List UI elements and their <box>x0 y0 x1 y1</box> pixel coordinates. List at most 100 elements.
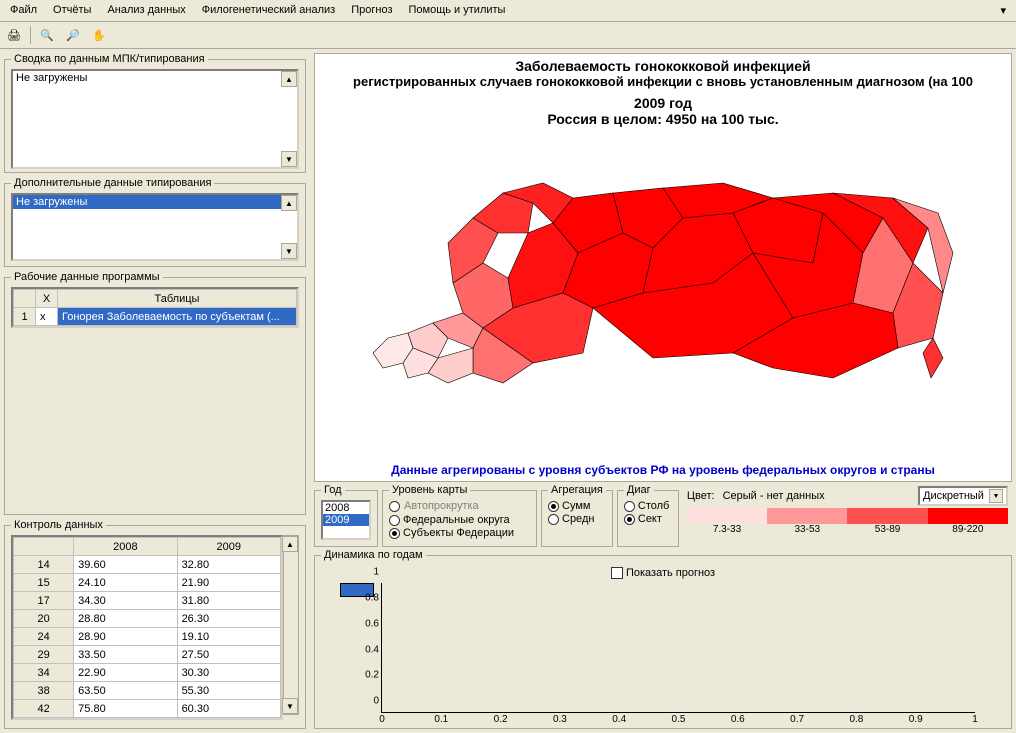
data-cell[interactable]: 22.90 <box>74 664 177 682</box>
data-cell[interactable]: 33.50 <box>74 646 177 664</box>
scroll-down-icon[interactable]: ▼ <box>281 243 297 259</box>
year-list[interactable]: 2008 2009 <box>321 500 371 540</box>
data-cell[interactable]: 19.10 <box>177 628 280 646</box>
toolbar: 🖨 🔍 🔎 ✋ <box>0 22 1016 49</box>
scrollbar[interactable]: ▲ ▼ <box>283 535 299 715</box>
data-col[interactable]: 2008 <box>74 538 177 556</box>
data-row-hdr[interactable]: 20 <box>14 610 74 628</box>
zoom-in-icon[interactable]: 🔍 <box>37 25 57 45</box>
label-pie: Сект <box>638 513 662 525</box>
typing-listbox[interactable]: Не загружены ▲ ▼ <box>11 193 299 261</box>
data-row-hdr[interactable]: 15 <box>14 574 74 592</box>
map-title-2: регистрированных случаев гонококковой ин… <box>319 74 1007 89</box>
print-icon[interactable]: 🖨 <box>4 25 24 45</box>
forecast-checkbox[interactable] <box>611 567 623 579</box>
dynamics-chart[interactable]: 00.20.40.60.81 00.10.20.30.40.50.60.70.8… <box>381 583 975 713</box>
data-col[interactable]: 2009 <box>177 538 280 556</box>
menu-forecast[interactable]: Прогноз <box>345 2 398 19</box>
scroll-down-icon[interactable]: ▼ <box>281 151 297 167</box>
data-cell[interactable]: 24.10 <box>74 574 177 592</box>
color-scale <box>687 508 1008 524</box>
xtick: 0 <box>379 712 385 725</box>
typing-item[interactable]: Не загружены <box>13 195 297 209</box>
year-2008[interactable]: 2008 <box>323 502 369 514</box>
work-col-tables[interactable]: Таблицы <box>58 290 297 308</box>
data-cell[interactable]: 55.30 <box>177 682 280 700</box>
data-row-hdr[interactable]: 42 <box>14 700 74 718</box>
data-col[interactable] <box>14 538 74 556</box>
menu-chevron-icon[interactable]: ▾ <box>994 2 1012 19</box>
zoom-out-icon[interactable]: 🔎 <box>63 25 83 45</box>
map-year: 2009 год <box>319 95 1007 111</box>
work-col-x[interactable]: X <box>36 290 58 308</box>
menu-phylo[interactable]: Филогенетический анализ <box>196 2 342 19</box>
data-cell[interactable]: 32.80 <box>177 556 280 574</box>
scale-swatch <box>687 508 767 524</box>
menu-file[interactable]: Файл <box>4 2 43 19</box>
hand-icon[interactable]: ✋ <box>89 25 109 45</box>
data-cell[interactable]: 21.90 <box>177 574 280 592</box>
russia-map[interactable] <box>353 163 973 423</box>
menubar: Файл Отчёты Анализ данных Филогенетическ… <box>0 0 1016 22</box>
diag-label: Диаг <box>624 484 654 496</box>
label-federal: Федеральные округа <box>403 514 510 526</box>
scroll-up-icon[interactable]: ▲ <box>281 71 297 87</box>
maplevel-label: Уровень карты <box>389 484 470 496</box>
work-row-x[interactable]: x <box>36 308 58 326</box>
label-sum: Сумм <box>562 500 590 512</box>
radio-sum[interactable] <box>548 501 559 512</box>
menu-reports[interactable]: Отчёты <box>47 2 97 19</box>
scroll-down-icon[interactable]: ▼ <box>282 698 298 714</box>
data-cell[interactable]: 30.30 <box>177 664 280 682</box>
color-label: Цвет: <box>687 490 715 502</box>
data-grid[interactable]: 200820091439.6032.801524.1021.901734.303… <box>11 535 283 720</box>
scroll-up-icon[interactable]: ▲ <box>281 195 297 211</box>
data-cell[interactable]: 31.80 <box>177 592 280 610</box>
work-row-name[interactable]: Гонорея Заболеваемость по субъектам (... <box>58 308 297 326</box>
data-cell[interactable]: 28.90 <box>74 628 177 646</box>
xtick: 0.4 <box>612 712 626 725</box>
data-row-hdr[interactable]: 34 <box>14 664 74 682</box>
ytick: 0.4 <box>365 644 382 655</box>
year-2009[interactable]: 2009 <box>323 514 369 526</box>
data-row-hdr[interactable]: 38 <box>14 682 74 700</box>
radio-subjects[interactable] <box>389 528 400 539</box>
data-row-hdr[interactable]: 29 <box>14 646 74 664</box>
menu-analysis[interactable]: Анализ данных <box>101 2 191 19</box>
data-cell[interactable]: 27.50 <box>177 646 280 664</box>
mpk-item[interactable]: Не загружены <box>13 71 297 85</box>
radio-federal[interactable] <box>389 515 400 526</box>
work-grid[interactable]: X Таблицы 1 x Гонорея Заболеваемость по … <box>11 287 299 328</box>
scroll-up-icon[interactable]: ▲ <box>282 536 298 552</box>
radio-avg[interactable] <box>548 514 559 525</box>
data-row-hdr[interactable]: 14 <box>14 556 74 574</box>
scale-swatch <box>767 508 847 524</box>
ytick: 0.8 <box>365 592 382 603</box>
data-cell[interactable]: 60.30 <box>177 700 280 718</box>
menu-help[interactable]: Помощь и утилиты <box>403 2 512 19</box>
data-cell[interactable]: 28.80 <box>74 610 177 628</box>
data-cell[interactable]: 26.30 <box>177 610 280 628</box>
autoscroll-radio[interactable] <box>389 501 400 512</box>
radio-pie[interactable] <box>624 514 635 525</box>
data-cell[interactable]: 75.80 <box>74 700 177 718</box>
color-mode-combo[interactable]: Дискретный▼ <box>918 486 1008 506</box>
data-cell[interactable]: 34.30 <box>74 592 177 610</box>
year-label: Год <box>321 484 345 496</box>
data-row-hdr[interactable]: 17 <box>14 592 74 610</box>
radio-bar[interactable] <box>624 501 635 512</box>
scale-0: 7.3-33 <box>687 524 767 535</box>
work-panel-title: Рабочие данные программы <box>11 271 163 283</box>
data-row-hdr[interactable]: 24 <box>14 628 74 646</box>
data-cell[interactable]: 63.50 <box>74 682 177 700</box>
label-subjects: Субъекты Федерации <box>403 527 514 539</box>
label-bar: Столб <box>638 500 669 512</box>
work-row-num[interactable]: 1 <box>14 308 36 326</box>
autoscroll-label: Автопрокрутка <box>404 500 479 512</box>
mpk-listbox[interactable]: Не загружены ▲ ▼ <box>11 69 299 169</box>
agg-label: Агрегация <box>548 484 606 496</box>
data-cell[interactable]: 39.60 <box>74 556 177 574</box>
scale-swatch <box>928 508 1008 524</box>
forecast-label: Показать прогноз <box>626 567 715 579</box>
chevron-down-icon: ▼ <box>989 489 1003 503</box>
